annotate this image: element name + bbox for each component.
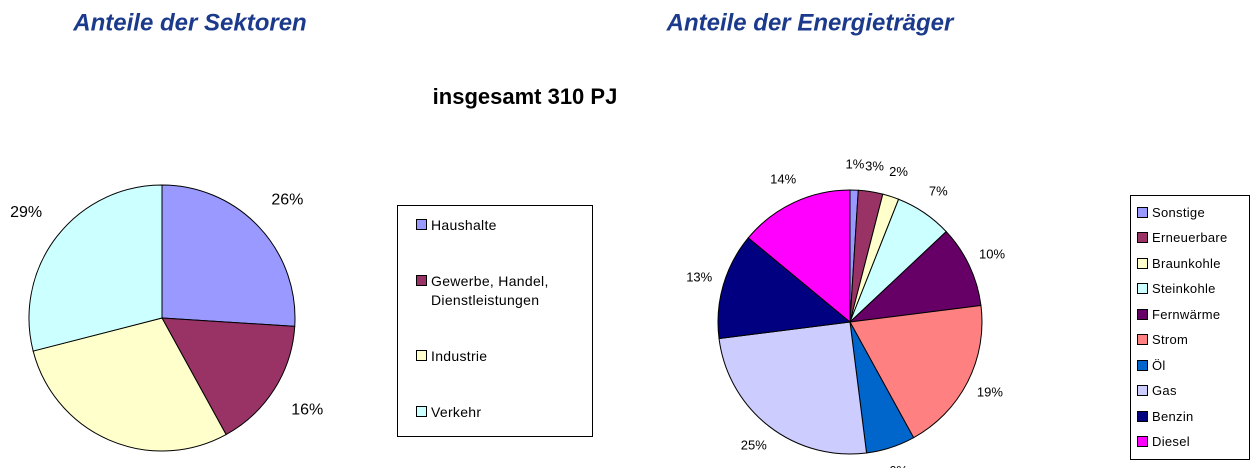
pie-slice xyxy=(717,237,852,340)
legend: Haushalte Gewerbe, Handel, Dienstleistung… xyxy=(397,205,593,437)
pie-slice xyxy=(161,184,296,327)
legend-item: Steinkohle xyxy=(1137,280,1249,298)
legend-label: Gewerbe, Handel, Dienstleistungen xyxy=(431,273,549,308)
legend-label: Erneuerbare xyxy=(1152,230,1228,246)
legend-swatch xyxy=(1137,232,1148,244)
legend-swatch xyxy=(416,219,427,230)
legend-item: Erneuerbare xyxy=(1137,229,1249,247)
legend-label: Öl xyxy=(1152,357,1166,373)
legend-label: Industrie xyxy=(431,348,488,365)
legend-label: Gas xyxy=(1152,383,1177,399)
legend-swatch xyxy=(1137,359,1148,371)
legend-swatch xyxy=(416,275,427,287)
data-label: 3% xyxy=(865,158,884,173)
legend-swatch xyxy=(416,406,427,418)
pie-slice xyxy=(32,317,227,452)
legend-item: Benzin xyxy=(1137,408,1249,426)
subtitle: insgesamt 310 PJ xyxy=(433,84,618,109)
legend-label: Fernwärme xyxy=(1152,306,1221,322)
legend-label: Diesel xyxy=(1152,434,1190,450)
legend-label: Sonstige xyxy=(1152,204,1205,220)
data-label: 1% xyxy=(846,157,865,172)
legend-item: Haushalte xyxy=(416,216,592,235)
pie-slice xyxy=(848,230,982,323)
pie-slice xyxy=(28,184,163,352)
data-label: 13% xyxy=(686,270,712,285)
legend-item: Fernwärme xyxy=(1137,306,1249,324)
legend-item: Gas xyxy=(1137,382,1249,400)
legend-item: Strom xyxy=(1137,331,1249,349)
legend-item: Öl xyxy=(1137,357,1249,375)
legend-swatch xyxy=(1137,283,1148,295)
legend-label: Verkehr xyxy=(431,404,482,421)
pie-slice xyxy=(718,321,868,455)
data-label: 10% xyxy=(979,247,1005,262)
data-label: 16% xyxy=(291,401,323,418)
data-label: 7% xyxy=(929,184,948,199)
data-label: 29% xyxy=(10,204,42,221)
chart-title: Anteile der Energieträger xyxy=(666,9,955,36)
legend-label: Steinkohle xyxy=(1152,281,1216,297)
data-label: 19% xyxy=(977,385,1003,400)
pie-slice xyxy=(747,189,851,324)
legend-item: Industrie xyxy=(416,347,592,366)
legend: Sonstige Erneuerbare Braunkohle Steinkohle F… xyxy=(1130,195,1250,460)
legend-label: Haushalte xyxy=(431,217,497,233)
legend-item: Diesel xyxy=(1137,433,1249,451)
legend-item: Sonstige xyxy=(1137,204,1249,222)
legend-swatch xyxy=(1137,410,1148,422)
legend-swatch xyxy=(1137,436,1148,448)
chart-title: Anteile der Sektoren xyxy=(72,9,306,36)
legend-swatch xyxy=(1137,385,1148,397)
legend-item: Gewerbe, Handel, Dienstleistungen xyxy=(416,272,592,310)
pie-slice xyxy=(849,304,983,439)
legend-swatch xyxy=(1137,334,1148,346)
legend-label: Braunkohle xyxy=(1152,255,1221,271)
data-label: 25% xyxy=(741,437,767,452)
legend-label: Strom xyxy=(1152,332,1189,348)
data-label: 26% xyxy=(271,191,303,208)
data-label: 2% xyxy=(889,164,908,179)
legend-label: Benzin xyxy=(1152,408,1194,424)
legend-swatch xyxy=(1137,257,1148,269)
legend-swatch xyxy=(416,350,427,362)
data-label: 6% xyxy=(889,463,908,468)
legend-item: Verkehr xyxy=(416,403,592,422)
legend-swatch xyxy=(1137,206,1148,218)
legend-swatch xyxy=(1137,308,1148,320)
pie-slice xyxy=(161,317,296,436)
legend-item: Braunkohle xyxy=(1137,255,1249,273)
data-label: 14% xyxy=(770,171,796,186)
